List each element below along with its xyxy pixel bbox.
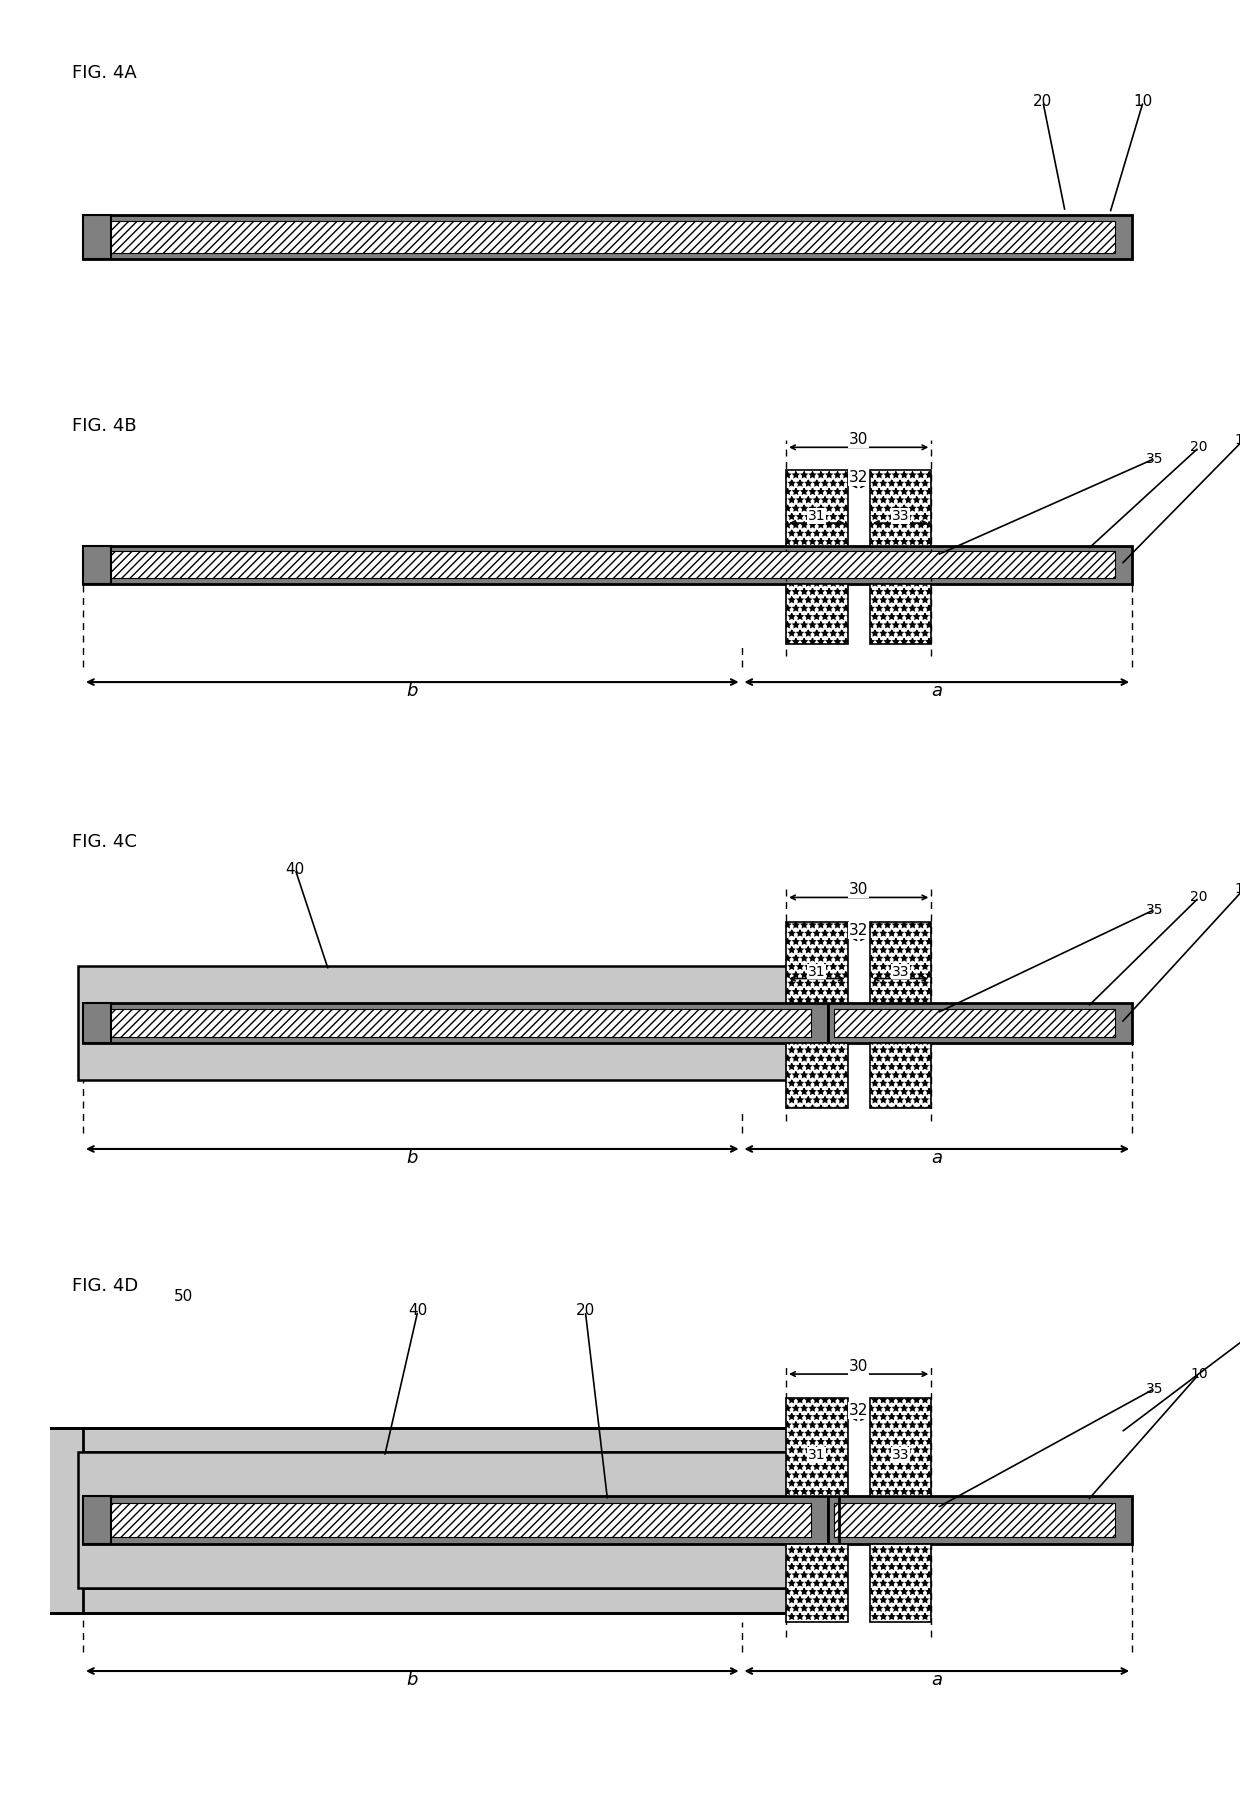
Text: 31: 31 — [808, 508, 826, 523]
Text: 50: 50 — [174, 1289, 193, 1304]
Text: 32: 32 — [849, 1403, 868, 1417]
Bar — [99, 1010, 811, 1037]
Bar — [786, 1545, 848, 1623]
Text: 32: 32 — [849, 471, 868, 485]
Text: 35: 35 — [1146, 453, 1163, 465]
Bar — [833, 1504, 1116, 1538]
Bar — [99, 222, 1116, 252]
Bar — [83, 215, 112, 260]
Text: 30: 30 — [849, 1359, 868, 1374]
Text: 30: 30 — [849, 433, 868, 447]
Text: 10: 10 — [1235, 882, 1240, 896]
Text: 33: 33 — [892, 508, 909, 523]
Bar — [828, 1496, 1132, 1545]
Text: 35: 35 — [1146, 903, 1163, 916]
Bar — [77, 966, 828, 1080]
Text: a: a — [931, 1671, 942, 1689]
Text: b: b — [407, 1149, 418, 1167]
Bar — [77, 1451, 828, 1588]
Text: 20: 20 — [575, 1304, 595, 1318]
Text: 40: 40 — [285, 862, 305, 876]
Bar — [870, 921, 931, 1002]
Text: FIG. 4C: FIG. 4C — [72, 833, 136, 851]
Bar — [83, 1002, 112, 1044]
Bar — [83, 1002, 828, 1044]
Bar — [870, 1044, 931, 1109]
Bar — [83, 1496, 112, 1545]
Text: 31: 31 — [808, 1448, 826, 1462]
Bar — [27, 1428, 839, 1451]
Text: 33: 33 — [892, 1448, 909, 1462]
Text: a: a — [931, 1149, 942, 1167]
Bar — [833, 1010, 1116, 1037]
Bar — [83, 546, 112, 584]
Text: 20: 20 — [1190, 440, 1208, 454]
Text: 10: 10 — [1190, 1367, 1208, 1381]
Text: 20: 20 — [1033, 94, 1053, 108]
Text: b: b — [407, 682, 418, 700]
Bar — [27, 1428, 839, 1612]
Bar — [870, 1545, 931, 1623]
Text: 33: 33 — [892, 965, 909, 979]
Bar — [870, 584, 931, 644]
Bar — [786, 584, 848, 644]
Bar — [83, 215, 1132, 260]
Text: 32: 32 — [849, 923, 868, 938]
Text: FIG. 4D: FIG. 4D — [72, 1277, 138, 1295]
Text: 20: 20 — [1190, 891, 1208, 905]
Text: a: a — [931, 682, 942, 700]
Bar — [828, 1002, 1132, 1044]
Text: FIG. 4B: FIG. 4B — [72, 416, 136, 435]
Bar — [27, 1588, 839, 1612]
Text: b: b — [407, 1671, 418, 1689]
Text: 30: 30 — [849, 882, 868, 898]
Text: FIG. 4A: FIG. 4A — [72, 63, 136, 81]
Bar — [27, 1428, 83, 1612]
Bar — [786, 1399, 848, 1496]
Text: 35: 35 — [1146, 1381, 1163, 1396]
Bar — [786, 1044, 848, 1109]
Text: 10: 10 — [1235, 433, 1240, 447]
Bar — [99, 552, 1116, 579]
Bar — [786, 471, 848, 546]
Text: 10: 10 — [1133, 94, 1153, 108]
Bar — [83, 1496, 828, 1545]
Bar — [870, 1399, 931, 1496]
Bar — [83, 546, 1132, 584]
Text: 31: 31 — [808, 965, 826, 979]
Bar — [870, 471, 931, 546]
Bar — [786, 921, 848, 1002]
Text: 40: 40 — [408, 1304, 428, 1318]
Bar — [99, 1504, 811, 1538]
